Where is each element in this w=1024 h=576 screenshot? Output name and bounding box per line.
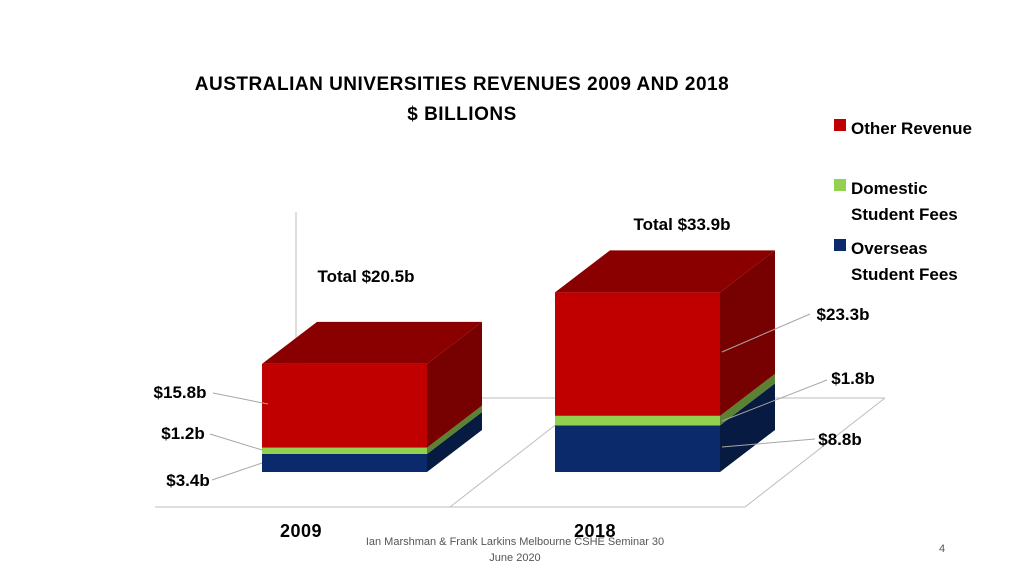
legend-item-1: Domestic Student Fees xyxy=(834,179,958,224)
leader-line xyxy=(209,433,263,451)
bar-segment-2018-1 xyxy=(555,373,775,426)
legend-swatch xyxy=(834,239,846,251)
bar-segment-2009-2 xyxy=(262,321,482,448)
chart-titles: AUSTRALIAN UNIVERSITIES REVENUES 2009 AN… xyxy=(195,74,729,125)
legend-swatch xyxy=(834,179,846,191)
data-label-2018-1: $1.8b xyxy=(831,369,874,388)
data-label-2009-2: $15.8b xyxy=(154,383,207,402)
leader-line xyxy=(212,392,269,405)
legend-label: Student Fees xyxy=(851,205,958,224)
leader-line xyxy=(211,462,263,481)
bar-segment-2009-0 xyxy=(262,411,482,472)
footer-line-2: June 2020 xyxy=(489,552,541,564)
leader-line xyxy=(721,313,811,353)
legend-item-2: Overseas Student Fees xyxy=(834,239,958,284)
chart-title: AUSTRALIAN UNIVERSITIES REVENUES 2009 AN… xyxy=(195,74,729,95)
leader-line xyxy=(721,379,828,422)
data-label-2018-2: $23.3b xyxy=(817,305,870,324)
legend-item-0: Other Revenue xyxy=(834,119,972,138)
chart-bars xyxy=(262,250,775,472)
bar-segment-2018-2 xyxy=(555,250,775,416)
data-label-2009-0: $3.4b xyxy=(166,471,209,490)
legend-label: Other Revenue xyxy=(851,119,972,138)
footer: Ian Marshman & Frank Larkins Melbourne C… xyxy=(340,534,690,566)
legend-label: Domestic xyxy=(851,179,928,198)
category-label-2018: 2018 xyxy=(574,521,616,541)
footer-line-1: Ian Marshman & Frank Larkins Melbourne C… xyxy=(365,536,665,548)
legend-swatch xyxy=(834,119,846,131)
page-number: 4 xyxy=(938,543,946,555)
floor-outline xyxy=(155,397,886,508)
chart-subtitle: $ BILLIONS xyxy=(407,104,517,125)
legend-label: Overseas xyxy=(851,239,928,258)
category-label-2009: 2009 xyxy=(280,521,322,541)
data-label-2018-0: $8.8b xyxy=(818,430,861,449)
legend-label: Student Fees xyxy=(851,265,958,284)
chart-labels: 2009 2018 Total $20.5b Total $33.9b $3.4b $8.… xyxy=(154,215,875,541)
total-label-2018: Total $33.9b xyxy=(634,215,731,234)
leader-line xyxy=(721,438,816,448)
total-label-2009: Total $20.5b xyxy=(318,267,415,286)
bar-segment-2009-1 xyxy=(262,405,482,454)
data-label-2009-1: $1.2b xyxy=(161,424,204,443)
